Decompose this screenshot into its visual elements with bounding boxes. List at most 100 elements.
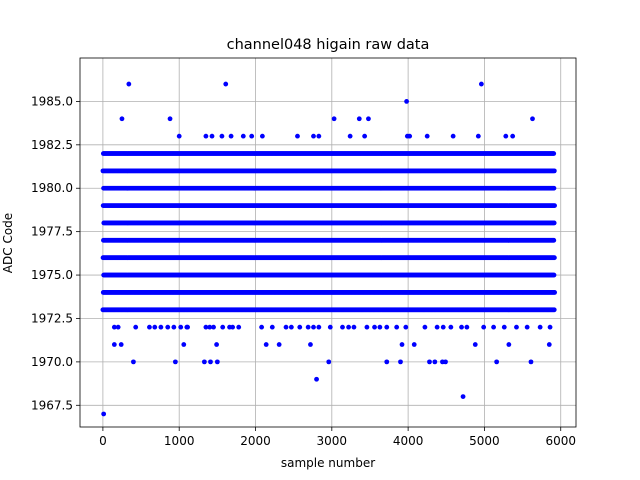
data-point <box>551 272 557 278</box>
data-point <box>443 359 448 365</box>
data-point <box>440 324 446 330</box>
data-point <box>236 324 242 330</box>
y-tick-label: 1970.0 <box>31 355 73 369</box>
x-tick-label: 4000 <box>393 434 424 448</box>
data-points <box>100 81 558 417</box>
y-tick-label: 1985.0 <box>31 94 73 108</box>
data-point <box>411 342 417 347</box>
outlier-point <box>295 133 300 139</box>
data-point <box>308 342 313 347</box>
outlier-point <box>503 133 509 139</box>
outlier-point <box>209 133 215 139</box>
x-tick-label: 1000 <box>164 434 195 448</box>
data-point <box>185 324 190 330</box>
data-point <box>501 324 507 330</box>
data-point <box>288 324 294 330</box>
data-point <box>422 324 428 330</box>
outlier-point <box>366 116 371 122</box>
data-point <box>551 168 557 174</box>
data-point <box>528 359 534 365</box>
data-point <box>384 359 390 365</box>
data-point <box>434 324 440 330</box>
data-point <box>133 324 139 330</box>
data-point <box>172 359 178 365</box>
data-point <box>118 342 124 347</box>
data-point <box>377 324 383 330</box>
data-point <box>403 324 409 330</box>
data-point <box>208 359 213 365</box>
outlier-point <box>510 133 516 139</box>
data-point <box>398 359 403 365</box>
data-point <box>546 342 552 347</box>
x-axis-label: sample number <box>281 456 375 470</box>
data-point <box>552 290 558 295</box>
y-tick-label: 1982.5 <box>31 138 73 152</box>
data-point <box>427 359 432 365</box>
data-point <box>399 342 405 347</box>
outlier-point <box>101 411 107 417</box>
data-point <box>481 324 487 330</box>
data-point <box>259 324 265 330</box>
data-point <box>211 324 216 330</box>
data-point <box>297 324 303 330</box>
x-tick-label: 5000 <box>469 434 500 448</box>
data-point <box>551 151 557 156</box>
data-point <box>432 359 438 365</box>
data-point <box>448 324 454 330</box>
outlier-point <box>126 81 132 87</box>
data-point <box>514 324 519 330</box>
data-point <box>551 237 557 243</box>
data-point <box>326 359 332 365</box>
data-point <box>181 342 187 347</box>
data-point <box>201 359 207 365</box>
y-tick-label: 1967.5 <box>31 398 73 412</box>
data-point <box>524 324 530 330</box>
data-point <box>115 324 121 330</box>
data-point <box>552 255 557 261</box>
outlier-point <box>478 81 484 87</box>
outlier-point <box>228 133 234 139</box>
outlier-point <box>407 133 413 139</box>
data-point <box>364 324 370 330</box>
data-point <box>491 324 496 330</box>
data-point <box>351 324 357 330</box>
data-point <box>131 359 136 365</box>
data-point <box>551 220 557 226</box>
outlier-point <box>311 133 316 139</box>
outlier-point <box>203 133 209 139</box>
outlier-point <box>167 116 173 122</box>
outlier-point <box>404 99 409 104</box>
data-point <box>220 324 226 330</box>
data-point <box>384 324 390 330</box>
x-tick-label: 3000 <box>317 434 348 448</box>
data-point <box>147 324 152 330</box>
data-point <box>494 359 500 365</box>
outlier-point <box>223 81 229 87</box>
outlier-point <box>119 116 125 122</box>
data-point <box>158 324 164 330</box>
data-point <box>165 324 171 330</box>
outlier-point <box>356 116 362 122</box>
outlier-point <box>362 133 368 139</box>
data-point <box>152 324 158 330</box>
outlier-point <box>240 133 246 139</box>
x-tick-label: 2000 <box>240 434 271 448</box>
data-point <box>372 324 377 330</box>
data-point <box>552 203 557 209</box>
data-point <box>327 324 333 330</box>
outlier-point <box>331 116 337 122</box>
y-axis-label: ADC Code <box>1 213 15 273</box>
data-point <box>464 324 470 330</box>
data-point <box>551 307 557 313</box>
outlier-point <box>424 133 430 139</box>
outlier-point <box>347 133 353 139</box>
data-point <box>459 324 464 330</box>
y-tick-label: 1980.0 <box>31 181 73 195</box>
data-point <box>551 185 557 191</box>
outlier-point <box>314 376 319 382</box>
y-tick-label: 1972.5 <box>31 311 73 325</box>
data-point <box>178 324 184 330</box>
data-point <box>214 342 219 347</box>
data-point <box>547 324 553 330</box>
